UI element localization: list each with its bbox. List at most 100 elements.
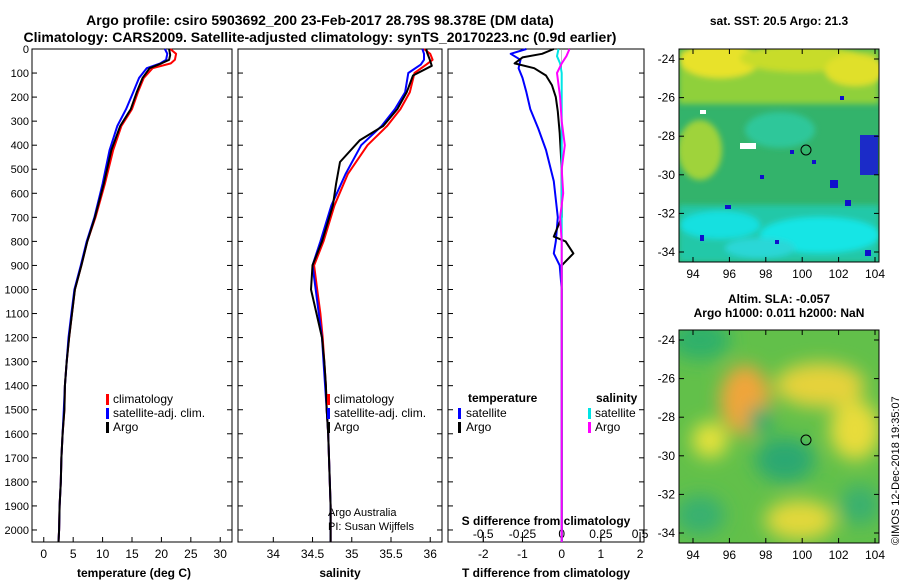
map-x-tick-label: 104 <box>865 548 885 562</box>
depth-tick-label: 100 <box>11 68 29 80</box>
map-x-tick-label: 100 <box>792 548 812 562</box>
map-y-tick-label: -28 <box>658 410 676 424</box>
legend-title-salinity: salinity <box>596 391 638 405</box>
axis-ticks: 0100200300400500600700800900100011001200… <box>5 44 649 561</box>
temperature-legend-swatch <box>106 408 109 419</box>
temperature-legend-swatch <box>106 394 109 405</box>
difference-legend-swatch <box>458 408 461 419</box>
difference-legend-label: Argo <box>466 420 492 434</box>
map-x-tick-label: 104 <box>865 267 885 281</box>
temperature-legend-label: satellite-adj. clim. <box>113 406 205 420</box>
sst-map: -24 -26 -28 -30 -32 -34 94 96 98 100 102 104 <box>658 48 885 281</box>
x-tick-label: 20 <box>155 547 169 561</box>
sst-argo-location-marker <box>800 144 812 156</box>
x-tick-label: 35 <box>345 547 359 561</box>
sla-map-title-line2: Argo h1000: 0.011 h2000: NaN <box>693 306 865 320</box>
sla-map: -24 -26 -28 -30 -32 -34 94 96 98 100 102 104 <box>658 329 885 562</box>
x-tick-label: 2 <box>637 547 644 561</box>
temperature-axis-label: temperature (deg C) <box>77 566 191 580</box>
depth-tick-label: 1900 <box>5 501 29 513</box>
depth-tick-label: 1600 <box>5 429 29 441</box>
map-x-tick-label: 100 <box>792 267 812 281</box>
map-y-tick-label: -30 <box>658 449 676 463</box>
sla-map-field <box>679 330 879 540</box>
depth-tick-label: 1400 <box>5 381 29 393</box>
difference-legend-label: satellite <box>466 406 507 420</box>
map-y-tick-label: -34 <box>658 526 676 540</box>
map-y-tick-label: -26 <box>658 91 676 105</box>
map-x-tick-label: 102 <box>829 548 849 562</box>
legend-title-temperature: temperature <box>468 391 538 405</box>
depth-tick-label: 900 <box>11 260 29 272</box>
map-y-tick-label: -32 <box>658 487 676 501</box>
map-y-tick-label: -26 <box>658 372 676 386</box>
depth-tick-label: 1300 <box>5 357 29 369</box>
depth-tick-label: 800 <box>11 236 29 248</box>
depth-tick-label: 1700 <box>5 453 29 465</box>
x-tick-label: 0 <box>40 547 47 561</box>
s-diff-tick-label: 0.5 <box>632 527 649 541</box>
x-tick-label: 35.5 <box>379 547 403 561</box>
series-line-salinity-argo <box>556 48 571 542</box>
x-tick-label: 34.5 <box>301 547 325 561</box>
depth-tick-label: 300 <box>11 116 29 128</box>
salinity-legend-swatch <box>327 394 330 405</box>
map-y-tick-label: -34 <box>658 245 676 259</box>
map-x-tick-label: 102 <box>829 267 849 281</box>
salinity-axis-label: salinity <box>319 566 361 580</box>
depth-tick-label: 600 <box>11 188 29 200</box>
map-x-tick-label: 94 <box>686 548 700 562</box>
map-y-tick-label: -30 <box>658 168 676 182</box>
salinity-panel-frame <box>237 48 443 543</box>
x-tick-label: -1 <box>517 547 528 561</box>
sla-map-title-line1: Altim. SLA: -0.057 <box>727 292 831 306</box>
salinity-legend-swatch <box>327 408 330 419</box>
map-x-tick-label: 94 <box>686 267 700 281</box>
sla-argo-location-marker <box>800 434 812 446</box>
x-tick-label: 0 <box>558 547 565 561</box>
credit-argo-australia: Argo Australia <box>328 507 397 519</box>
series-line-argo <box>310 48 433 542</box>
difference-legend-label: satellite <box>595 406 636 420</box>
difference-panel-frame <box>447 48 645 543</box>
x-tick-label: 15 <box>125 547 139 561</box>
difference-legend-swatch <box>458 422 461 433</box>
s-diff-tick-label: 0.25 <box>589 527 613 541</box>
difference-legend-swatch <box>588 408 591 419</box>
depth-tick-label: 1100 <box>5 309 29 321</box>
depth-tick-label: 0 <box>23 44 29 56</box>
difference-axis-label: T difference from climatology <box>462 566 630 580</box>
salinity-legend-swatch <box>327 422 330 433</box>
depth-tick-label: 1800 <box>5 477 29 489</box>
map-x-tick-label: 98 <box>759 267 773 281</box>
x-tick-label: 36 <box>424 547 438 561</box>
s-diff-tick-label: -0.5 <box>473 527 494 541</box>
depth-tick-label: 500 <box>11 164 29 176</box>
sst-map-field <box>679 49 879 262</box>
map-y-tick-label: -24 <box>658 333 676 347</box>
series-line-climatology <box>57 48 178 543</box>
temperature-legend-label: Argo <box>113 420 139 434</box>
x-tick-label: 30 <box>214 547 228 561</box>
depth-tick-label: 2000 <box>5 525 29 537</box>
salinity-legend-label: climatology <box>334 392 394 406</box>
difference-legend-label: Argo <box>595 420 621 434</box>
figure-title-line1: Argo profile: csiro 5903692_200 23-Feb-2… <box>86 12 554 28</box>
depth-tick-label: 1500 <box>5 405 29 417</box>
depth-tick-label: 400 <box>11 140 29 152</box>
figure-title-line2: Climatology: CARS2009. Satellite-adjuste… <box>23 29 617 45</box>
map-x-tick-label: 98 <box>759 548 773 562</box>
profile-lines <box>57 48 575 543</box>
depth-tick-label: 1000 <box>5 284 29 296</box>
series-line-temperature-satellite <box>509 48 563 542</box>
x-tick-label: 34 <box>267 547 281 561</box>
imos-timestamp: ©IMOS 12-Dec-2018 19:35:07 <box>890 396 900 545</box>
credit-pi: PI: Susan Wijffels <box>328 521 414 533</box>
x-tick-label: 10 <box>96 547 110 561</box>
series-line-temperature-argo <box>513 48 575 542</box>
depth-tick-label: 700 <box>11 212 29 224</box>
series-line-climatology <box>313 48 434 542</box>
